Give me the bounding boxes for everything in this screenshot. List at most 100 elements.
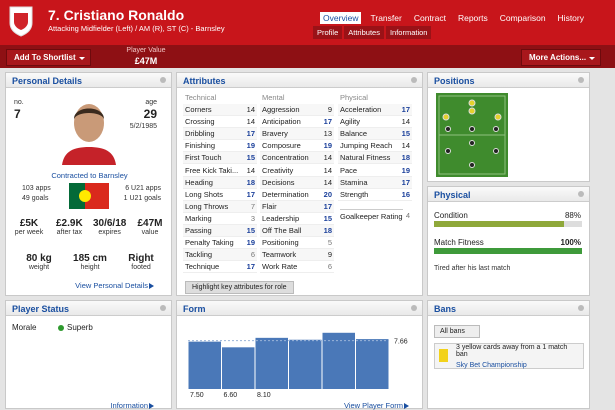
body-stat: Right footed <box>122 253 160 271</box>
attribute-row <box>260 225 334 238</box>
subtab[interactable]: Profile <box>313 26 343 39</box>
tab[interactable]: Reports <box>457 13 488 23</box>
stat: 30/6/18 expires <box>91 218 129 236</box>
player-name: 7. Cristiano Ronaldo <box>48 7 185 23</box>
attribute-row <box>338 116 412 129</box>
attribute-row <box>338 176 412 189</box>
stat-label: after tax <box>56 229 82 236</box>
attribute-row <box>183 200 257 213</box>
attribute-name: Long Shots <box>185 189 223 199</box>
club-badge <box>9 6 33 37</box>
form-panel: Form 7.50 6.60 8.10 7.66 View Player Form <box>176 300 423 410</box>
ban-item <box>434 343 584 369</box>
morale: Superb <box>67 323 93 332</box>
attribute-name: Passing <box>185 226 212 235</box>
form-bar <box>222 347 255 389</box>
attribute-value: 17 <box>401 177 410 187</box>
highlight-button[interactable]: Highlight key attributes for role <box>185 281 294 294</box>
attribute-value: 14 <box>246 105 255 114</box>
panel-title: Player Status <box>6 301 171 316</box>
yellow-card <box>439 349 448 362</box>
form-label: 8.10 <box>257 392 271 399</box>
tab[interactable]: History <box>557 13 584 23</box>
attribute-group: Technical <box>185 93 217 102</box>
personal-link[interactable]: View Personal Details <box>75 281 157 290</box>
attribute-name: Agility <box>340 117 361 127</box>
attribute-row <box>260 128 334 141</box>
attribute-name: Long Throws <box>185 201 229 211</box>
attribute-row <box>260 261 334 274</box>
attribute-name: Crossing <box>185 117 215 127</box>
shortlist-button[interactable]: Add To Shortlist <box>6 49 91 66</box>
attribute-name: Balance <box>340 129 368 139</box>
ban-filter[interactable]: All bans <box>434 325 480 338</box>
attribute-row <box>260 212 334 225</box>
fitness-track <box>434 248 582 254</box>
fitness-value: 100% <box>560 238 581 247</box>
attribute-value: 6 <box>250 250 255 260</box>
panel-title: Personal Details <box>6 73 171 88</box>
fitness-label: Match Fitness <box>434 238 484 247</box>
subtab[interactable]: Information <box>385 26 432 39</box>
attribute-row <box>183 176 257 189</box>
attribute-value: 14 <box>246 117 255 127</box>
u21-goals: 1 U21 goals <box>123 195 161 202</box>
status-link[interactable]: Information <box>110 401 157 410</box>
form-link[interactable]: View Player Form <box>344 401 412 410</box>
attribute-name: Strength <box>340 189 369 199</box>
value-label: Player Value <box>126 47 166 54</box>
tab[interactable]: Overview <box>320 12 362 24</box>
attribute-row <box>260 249 334 262</box>
morale-icon <box>58 325 64 331</box>
stat-value: £2.9K <box>55 218 83 229</box>
tab[interactable]: Contract <box>413 13 446 23</box>
attribute-value: 19 <box>401 165 410 175</box>
attribute-value: 9 <box>327 105 332 114</box>
tab[interactable]: Comparison <box>499 13 546 23</box>
attribute-row <box>260 164 334 177</box>
attribute-row <box>338 104 412 117</box>
attribute-row <box>183 212 257 225</box>
attribute-row <box>183 128 257 141</box>
tabs: Overview Transfer Contract Reports Compariso… <box>320 12 587 24</box>
attribute-row <box>183 237 257 250</box>
body-stat: 185 cm height <box>71 253 109 271</box>
apps: 103 apps <box>22 185 51 192</box>
shirt-no: 7 <box>14 107 21 121</box>
attribute-name: First Touch <box>185 153 222 163</box>
stat-value: 30/6/18 <box>92 218 127 229</box>
bans-panel: Bans All bans 3 yellow cards away from a… <box>427 300 590 409</box>
attribute-value: 3 <box>250 213 255 223</box>
header: 7. Cristiano Ronaldo Attacking Midfielde… <box>0 0 615 45</box>
attribute-value: 19 <box>246 141 255 151</box>
more-actions[interactable]: More Actions... <box>521 49 602 66</box>
body-stat-value: Right <box>128 253 154 264</box>
condition-label: Condition <box>434 211 468 220</box>
u21-apps: 6 U21 apps <box>125 185 161 192</box>
subtab[interactable]: Attributes <box>344 26 384 39</box>
ban-text: 3 yellow cards away from a 1 match ban <box>456 344 568 358</box>
attribute-group: Physical <box>340 93 368 102</box>
attribute-name: Flair <box>262 201 277 211</box>
morale-label: Morale <box>12 323 37 332</box>
dob: 5/2/1985 <box>129 123 157 130</box>
form-chart: 7.50 6.60 8.10 7.66 <box>188 332 408 399</box>
attribute-name: Leadership <box>262 213 300 223</box>
body-stat-value: 185 cm <box>73 253 107 264</box>
pitch <box>436 93 508 177</box>
attribute-name: Work Rate <box>262 262 298 272</box>
attribute-name: Bravery <box>262 129 288 139</box>
fitness-bar <box>434 248 582 254</box>
tab[interactable]: Transfer <box>370 13 402 23</box>
attribute-value: 14 <box>246 165 255 175</box>
form-bar <box>322 332 355 389</box>
attribute-row <box>183 152 257 165</box>
attribute-row <box>260 116 334 129</box>
attribute-name: Teamwork <box>262 250 297 260</box>
panel-title: Bans <box>428 301 589 316</box>
age-label: age <box>145 99 157 106</box>
attribute-row <box>338 128 412 141</box>
attribute-row <box>260 176 334 189</box>
attribute-value: 17 <box>246 129 255 139</box>
form-average-label: 7.66 <box>394 339 408 346</box>
